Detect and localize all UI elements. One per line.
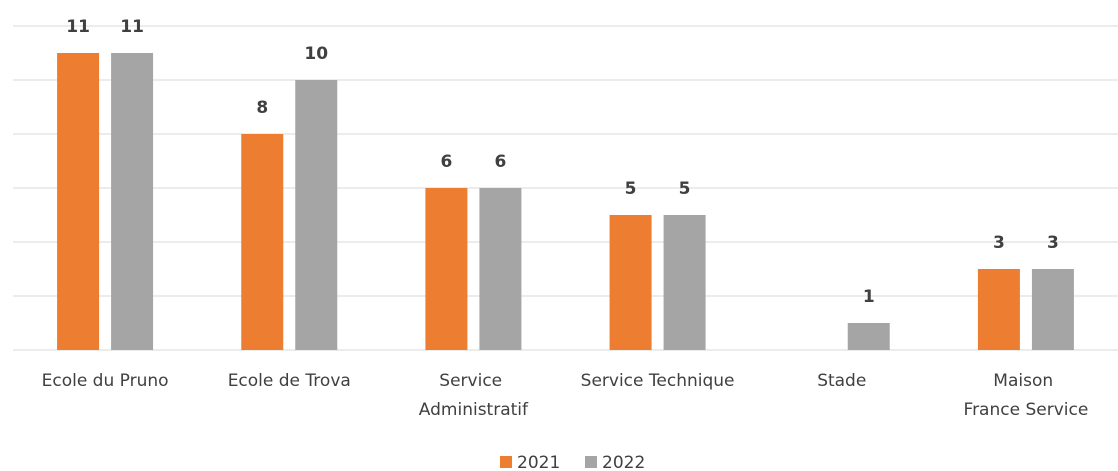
bar — [241, 134, 284, 350]
x-tick-label: Stade — [817, 371, 866, 391]
legend-swatch — [500, 456, 512, 468]
bar — [425, 188, 468, 350]
bar — [479, 188, 522, 350]
legend-swatch — [585, 456, 597, 468]
value-label: 6 — [440, 152, 452, 172]
bar — [295, 80, 338, 350]
bar — [663, 215, 706, 350]
legend-label: 2022 — [602, 453, 645, 471]
x-tick-label: Ecole de Trova — [228, 371, 351, 391]
x-tick-label: Service Technique — [581, 371, 735, 391]
value-label: 1 — [863, 287, 875, 307]
bar — [977, 269, 1020, 350]
bar — [1031, 269, 1074, 350]
value-label: 11 — [120, 17, 144, 37]
bar — [847, 323, 890, 350]
value-label: 3 — [993, 233, 1005, 253]
value-label: 10 — [304, 44, 328, 64]
value-label: 5 — [625, 179, 637, 199]
x-tick-label: Maison France Service — [964, 371, 1089, 420]
value-label: 8 — [256, 98, 268, 118]
value-label: 6 — [494, 152, 506, 172]
value-label: 5 — [679, 179, 691, 199]
bar — [609, 215, 652, 350]
bar — [57, 53, 100, 350]
x-tick-label: Ecole du Pruno — [42, 371, 169, 391]
value-label: 11 — [66, 17, 90, 37]
bar — [111, 53, 154, 350]
value-label: 3 — [1047, 233, 1059, 253]
x-tick-label: Service Administratif — [419, 371, 529, 420]
legend-label: 2021 — [517, 453, 560, 471]
